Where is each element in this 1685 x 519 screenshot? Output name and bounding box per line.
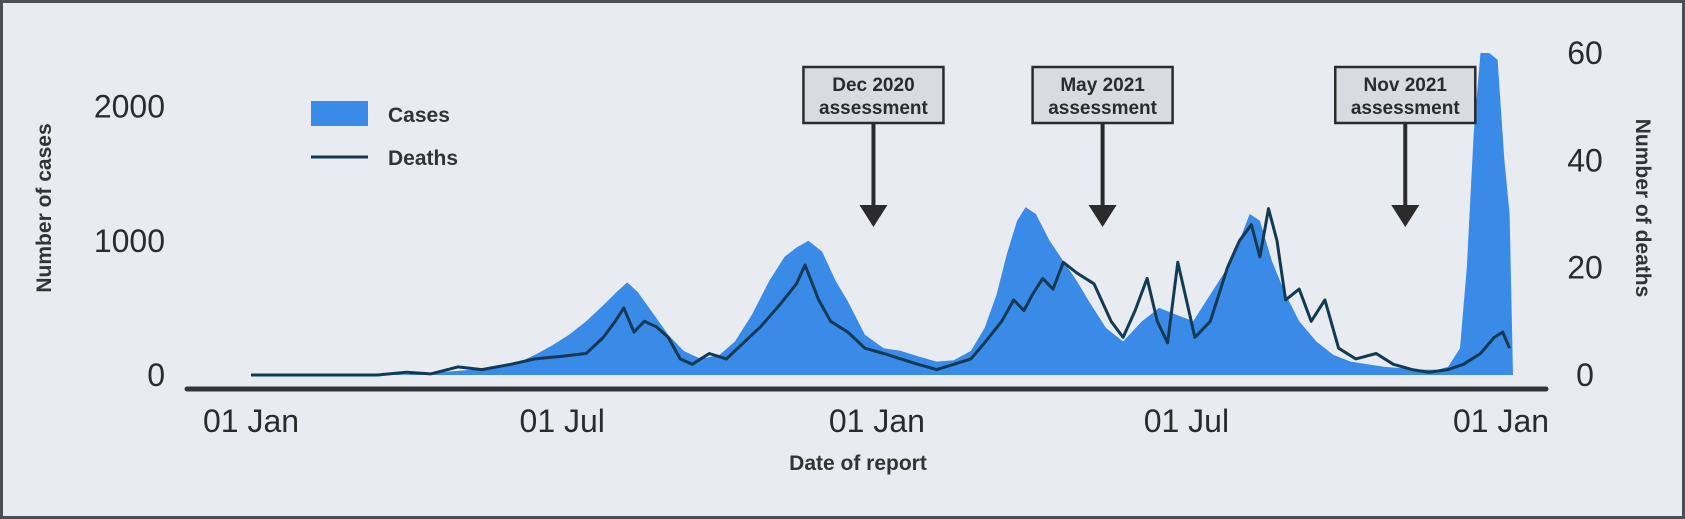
callout-subtitle: assessment — [1351, 98, 1460, 119]
x-axis-title: Date of report — [789, 452, 927, 475]
x-tick-label: 01 Jan — [203, 403, 299, 439]
y-axis-ticks: 0 1000 2000 — [94, 89, 165, 393]
legend: Cases Deaths — [311, 101, 458, 170]
callout-title: Dec 2020 — [832, 75, 914, 96]
chart-svg: 01 Jan 01 Jul 01 Jan 01 Jul 01 Jan 010002000… — [33, 35, 1654, 475]
x-tick-label: 01 Jan — [1453, 403, 1549, 439]
x-tick-label: 01 Jan — [829, 403, 925, 439]
x-tick-label: 01 Jul — [1144, 403, 1229, 439]
callout-box — [802, 65, 945, 125]
y2-axis-ticks: 0 20 40 60 — [1567, 35, 1603, 393]
callout-title: May 2021 — [1060, 75, 1145, 96]
callout-arrow-head — [1391, 205, 1420, 227]
x-tick-label: 01 Jul — [520, 403, 605, 439]
callout-arrow-head — [859, 205, 888, 227]
callout-box — [1334, 65, 1477, 125]
y-tick-label: 2000 — [94, 89, 165, 125]
y2-axis-title: Number of deaths — [1631, 119, 1654, 298]
y-axis-title: Number of cases — [33, 123, 56, 292]
y-tick-label: 1000 — [94, 223, 165, 259]
legend-cases-label: Cases — [388, 104, 450, 127]
y-tick-label: 0 — [147, 357, 165, 393]
deaths-line-layer — [251, 207, 1511, 377]
deaths-line — [251, 207, 1511, 377]
y2-tick-label: 20 — [1567, 250, 1603, 286]
x-axis-ticks: 01 Jan 01 Jul 01 Jan 01 Jul 01 Jan — [203, 403, 1549, 439]
callout-box — [1031, 65, 1174, 125]
callout-title: Nov 2021 — [1364, 75, 1448, 96]
y2-tick-label: 60 — [1567, 35, 1603, 71]
callout-arrow-head — [1088, 205, 1117, 227]
legend-cases-swatch — [311, 101, 368, 126]
y2-tick-label: 0 — [1576, 357, 1594, 393]
callout-subtitle: assessment — [819, 98, 928, 119]
y2-tick-label: 40 — [1567, 142, 1603, 178]
callout-subtitle: assessment — [1048, 98, 1157, 119]
legend-deaths-label: Deaths — [388, 147, 458, 170]
